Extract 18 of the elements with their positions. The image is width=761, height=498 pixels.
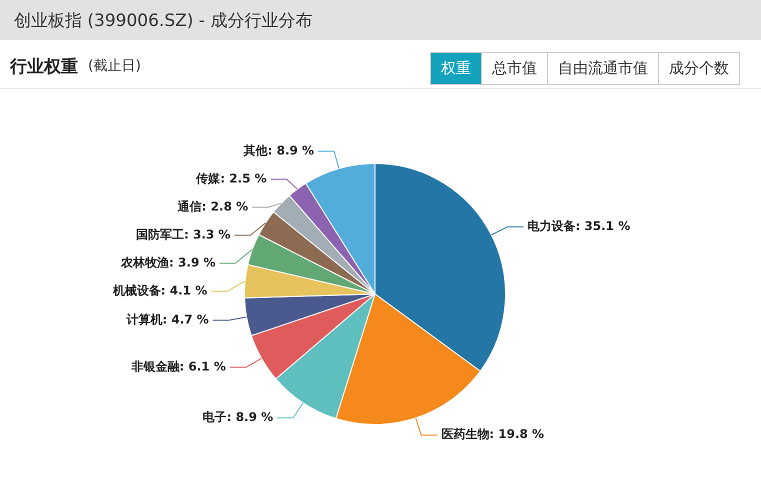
slice-label: 电子: 8.9 % [202, 410, 274, 424]
slice-label: 非银金融: 6.1 % [130, 359, 226, 374]
slice-label: 国防军工: 3.3 % [136, 227, 230, 242]
text: 权重 [430, 52, 482, 85]
slice-label: 电力设备: 35.1 % [527, 218, 630, 233]
slice-label: 传媒: 2.5 % [195, 171, 267, 186]
slice-label: 机械设备: 4.1 % [112, 283, 208, 298]
slice-label: 农林牧渔: 3.9 % [120, 255, 216, 270]
text: 成分个数 [658, 52, 740, 85]
slice-label: 其他: 8.9 % [242, 143, 314, 158]
chart-subtitle: 行业权重 [10, 56, 78, 78]
text: 自由流通市值 [547, 52, 659, 85]
text: 总市值 [481, 52, 548, 85]
slice-label: 通信: 2.8 % [176, 199, 248, 214]
chart-title: 创业板指 (399006.SZ) - 成分行业分布 [0, 0, 761, 40]
slice-label: 计算机: 4.7 % [125, 312, 209, 326]
slice-label: 医药生物: 19.8 % [441, 427, 544, 442]
text: (截止日) [88, 57, 141, 75]
